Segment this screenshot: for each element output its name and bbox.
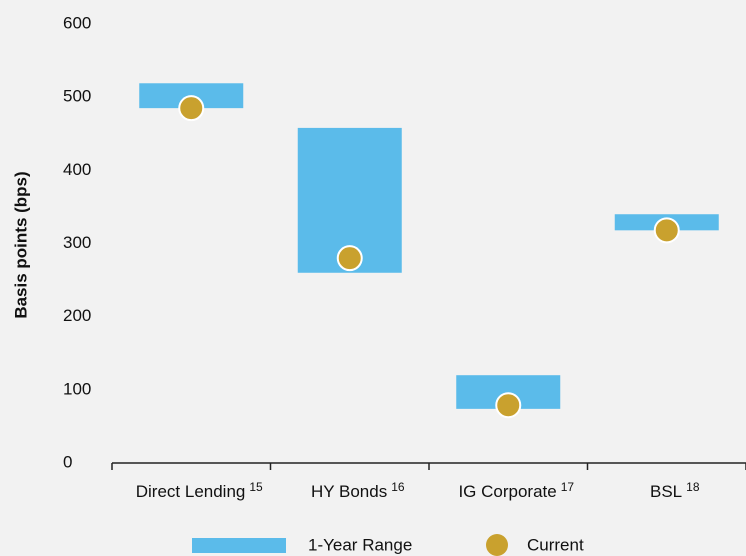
y-tick-label: 100 bbox=[63, 379, 91, 398]
x-tick-label: IG Corporate 17 bbox=[458, 480, 574, 501]
category-name: IG Corporate bbox=[458, 482, 556, 501]
y-tick-label: 400 bbox=[63, 160, 91, 179]
x-tick-label: Direct Lending 15 bbox=[136, 480, 263, 501]
y-axis-label: Basis points (bps) bbox=[11, 171, 30, 318]
y-tick-label: 300 bbox=[63, 233, 91, 252]
legend-label: Current bbox=[527, 535, 584, 554]
y-tick-label: 500 bbox=[63, 87, 91, 106]
footnote: 16 bbox=[391, 480, 405, 494]
legend-label: 1-Year Range bbox=[308, 535, 412, 554]
y-tick-label: 200 bbox=[63, 306, 91, 325]
footnote: 15 bbox=[249, 480, 263, 494]
category-name: HY Bonds bbox=[311, 482, 387, 501]
current-dot bbox=[336, 245, 363, 272]
footnote: 18 bbox=[686, 480, 700, 494]
footnote: 17 bbox=[561, 480, 575, 494]
current-dot bbox=[495, 392, 522, 419]
y-tick-label: 0 bbox=[63, 452, 72, 471]
y-tick-label: 600 bbox=[63, 13, 91, 32]
current-dot bbox=[653, 217, 680, 244]
category-name: BSL bbox=[650, 482, 682, 501]
x-tick-label: HY Bonds 16 bbox=[311, 480, 405, 501]
legend-swatch bbox=[486, 534, 508, 556]
current-dot bbox=[178, 95, 205, 122]
x-tick-label: BSL 18 bbox=[650, 480, 700, 501]
category-name: Direct Lending bbox=[136, 482, 246, 501]
legend-swatch bbox=[192, 538, 286, 553]
